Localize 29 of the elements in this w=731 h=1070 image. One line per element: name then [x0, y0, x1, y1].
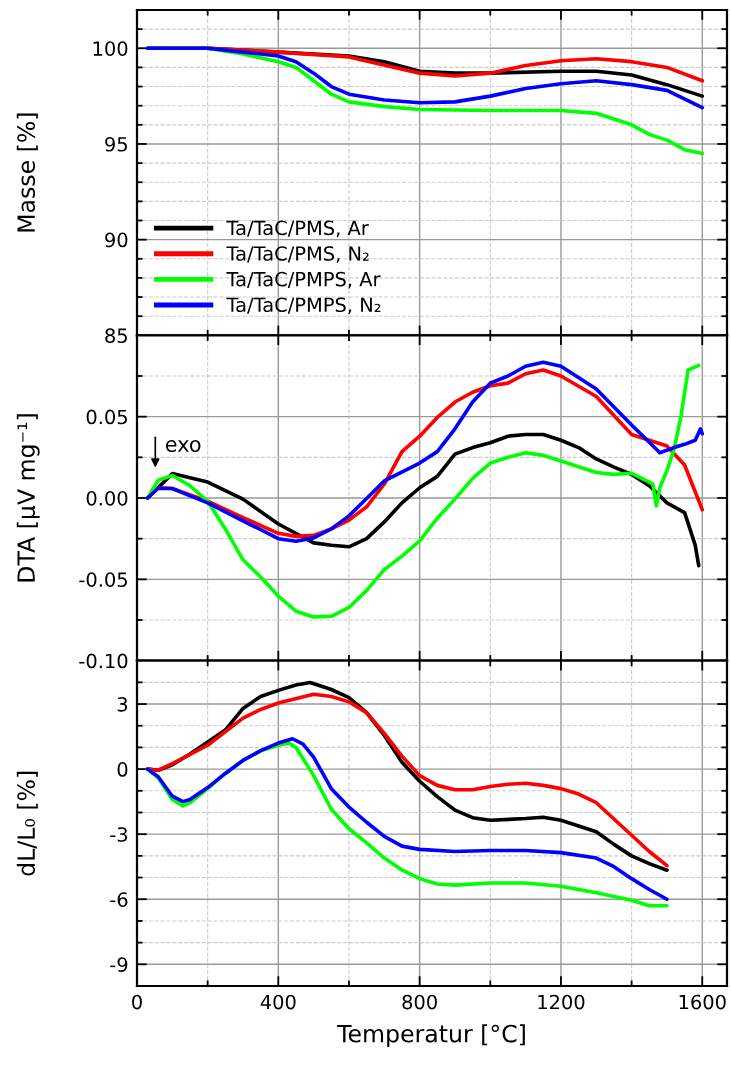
- legend-label: Ta/TaC/PMPS, Ar: [226, 271, 381, 289]
- line-series: [145, 363, 701, 619]
- y-tick-label: 85: [105, 328, 127, 343]
- y-axis-title: DTA [μV mg⁻¹]: [16, 414, 40, 582]
- annotation: exo: [165, 440, 201, 452]
- y-tick-label: 100: [93, 41, 128, 56]
- y-tick-label: -0.05: [79, 572, 127, 587]
- x-tick-label: 1600: [679, 994, 726, 1010]
- y-tick-label: -3: [110, 827, 128, 842]
- y-tick-label: 90: [105, 232, 128, 248]
- y-tick-label: 3: [117, 697, 128, 712]
- y-tick-label: -0.10: [79, 653, 128, 669]
- y-tick-label: 0.00: [86, 490, 128, 506]
- legend-label: Ta/TaC/PMPS, N₂: [226, 297, 381, 315]
- line-series: [145, 46, 705, 110]
- y-tick-label: 95: [105, 136, 127, 152]
- legend-label: Ta/TaC/PMS, N₂: [226, 246, 369, 263]
- x-tick-label: 1200: [538, 994, 585, 1010]
- x-tick-label: 400: [260, 994, 296, 1010]
- x-tick-label: 0: [132, 994, 142, 1010]
- y-tick-label: -9: [110, 957, 128, 972]
- x-tick-label: 800: [402, 994, 437, 1010]
- legend-label: Ta/TaC/PMS, Ar: [226, 220, 369, 238]
- y-axis-title: dL/L₀ [%]: [16, 771, 38, 876]
- y-tick-label: 0: [117, 762, 128, 777]
- x-axis-title: Temperatur [°C]: [337, 1024, 525, 1048]
- y-axis-title: Masse [%]: [16, 113, 38, 232]
- y-tick-label: 0.05: [86, 409, 127, 425]
- y-tick-label: -6: [110, 892, 128, 907]
